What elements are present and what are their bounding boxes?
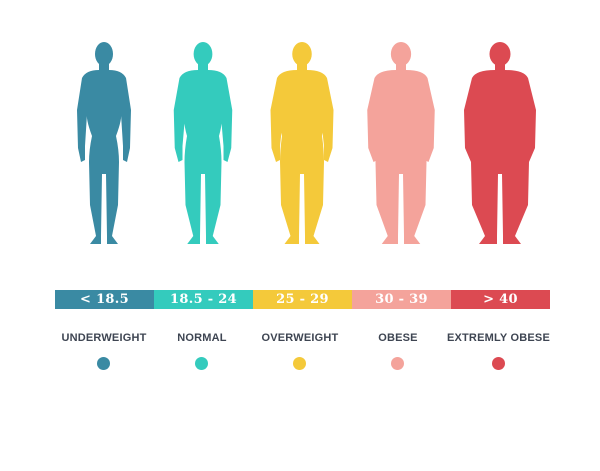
figure-head <box>292 42 312 66</box>
figure-head <box>193 42 213 66</box>
category-dot-icon <box>293 357 307 370</box>
figure-head <box>489 42 511 66</box>
bmi-range-segment: 25 - 29 <box>253 290 352 309</box>
category-dot-icon <box>391 357 405 370</box>
category-label: OVERWEIGHT <box>261 332 339 344</box>
bmi-scale-bar: < 18.5 18.5 - 24 25 - 29 30 - 39 > 40 <box>55 290 550 309</box>
category-dot-icon <box>491 357 505 370</box>
category-label: UNDERWEIGHT <box>61 332 147 344</box>
category-dot-icon <box>97 357 111 370</box>
category-item: OBESE <box>349 332 447 372</box>
category-label: NORMAL <box>177 332 227 344</box>
body-silhouette-normal-icon <box>158 40 248 250</box>
figure-head <box>95 42 113 66</box>
bmi-range-segment: 30 - 39 <box>352 290 451 309</box>
body-figures <box>0 40 600 250</box>
body-silhouette-underweight-icon <box>59 40 149 250</box>
figure-body <box>270 64 334 244</box>
bmi-range-segment: 18.5 - 24 <box>154 290 253 309</box>
body-silhouette-extremely-obese-icon <box>455 40 545 250</box>
figure-body <box>77 64 131 244</box>
category-item: NORMAL <box>153 332 251 372</box>
category-dot-icon <box>195 357 209 370</box>
category-item: EXTREMLY OBESE <box>447 332 550 372</box>
bmi-range-segment: > 40 <box>451 290 550 309</box>
figure-body <box>464 64 536 244</box>
category-label: OBESE <box>378 332 418 344</box>
bmi-range-segment: < 18.5 <box>55 290 154 309</box>
figure-body <box>173 64 233 244</box>
body-silhouette-overweight-icon <box>257 40 347 250</box>
category-item: UNDERWEIGHT <box>55 332 153 372</box>
category-legend: UNDERWEIGHT NORMAL OVERWEIGHT OBESE EXTREMLY… <box>55 332 550 372</box>
figure-head <box>390 42 412 66</box>
category-label: EXTREMLY OBESE <box>446 332 550 344</box>
body-silhouette-obese-icon <box>356 40 446 250</box>
figure-body <box>367 64 435 244</box>
category-item: OVERWEIGHT <box>251 332 349 372</box>
